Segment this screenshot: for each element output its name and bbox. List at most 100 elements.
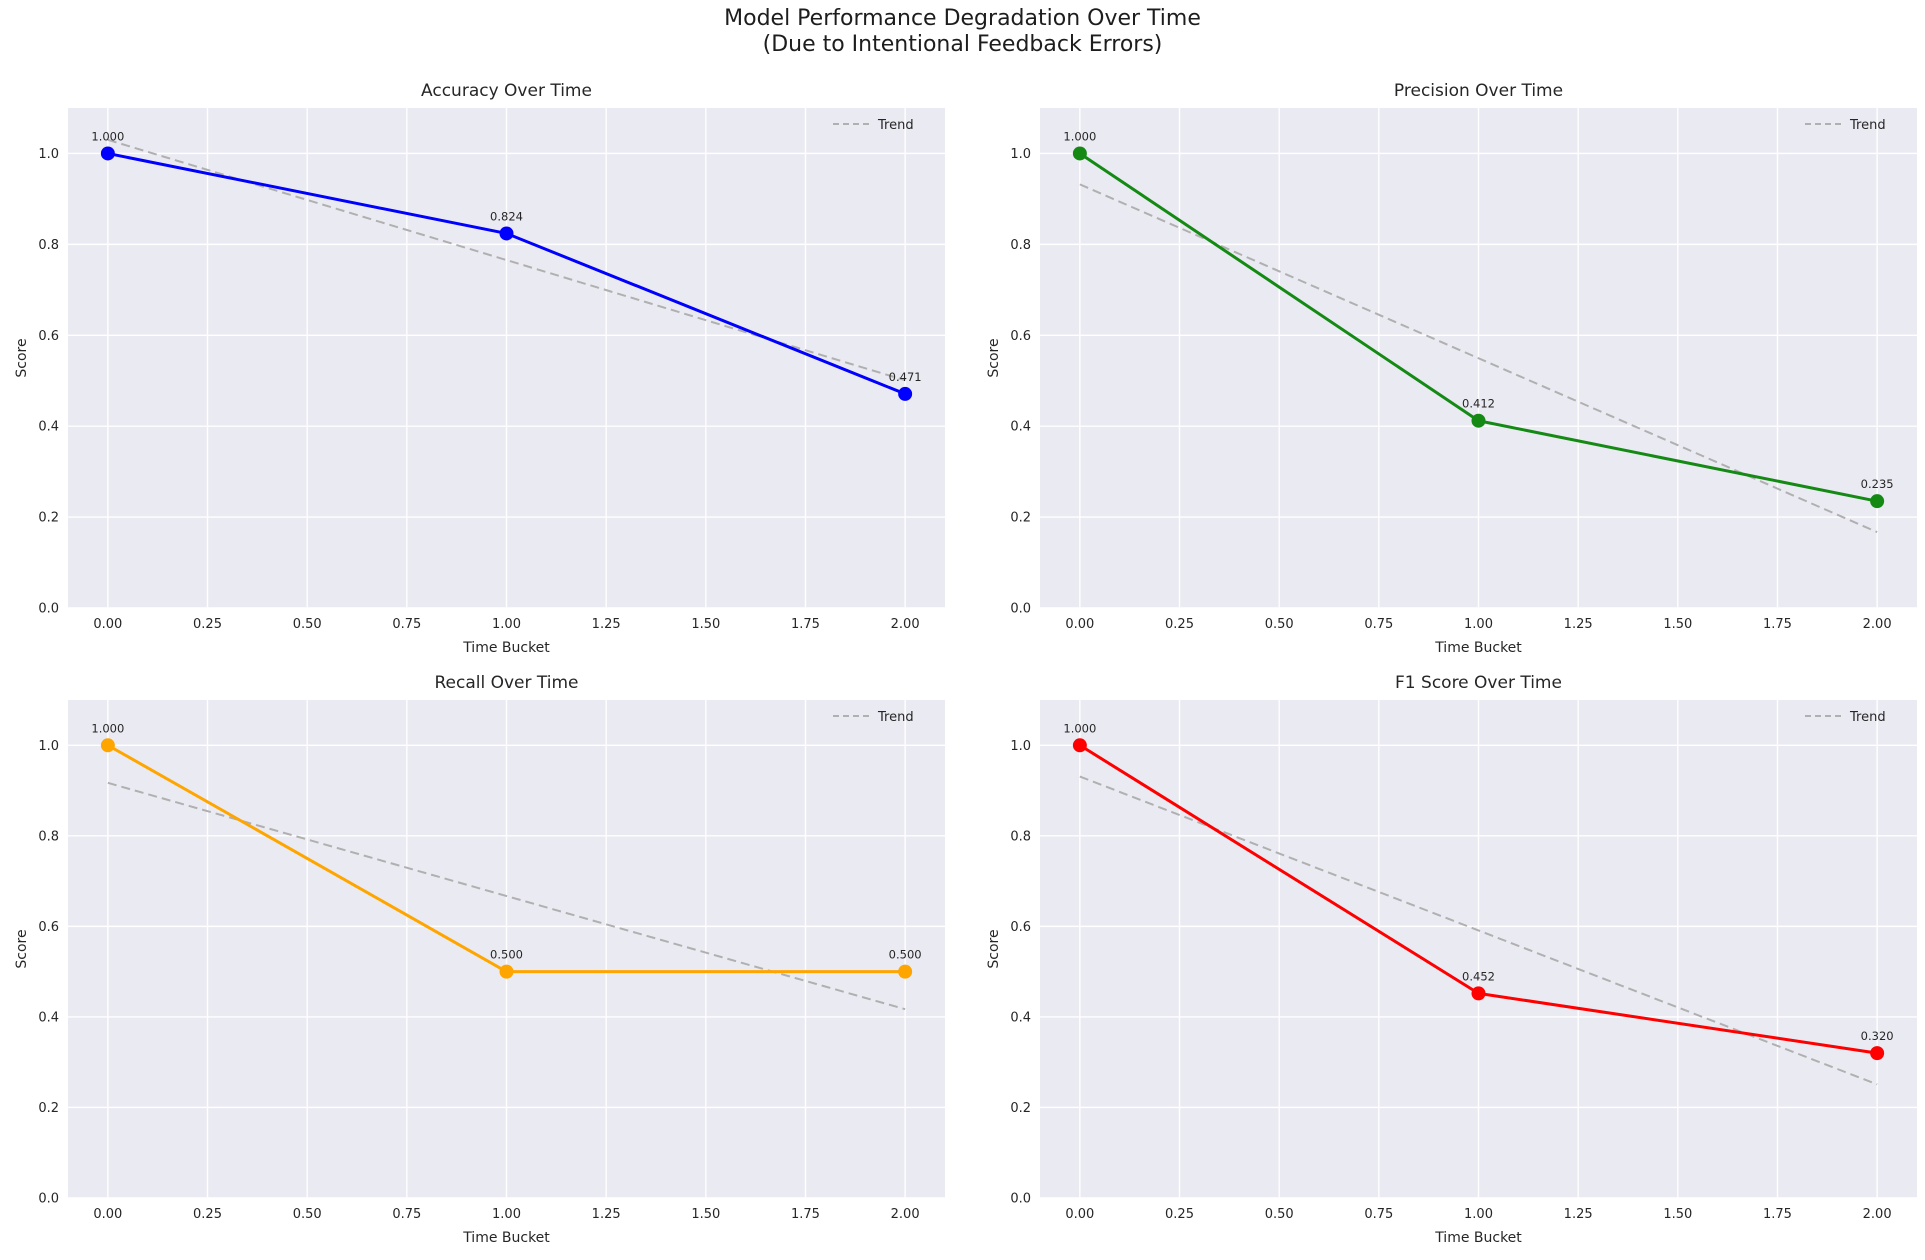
chart-title: F1 Score Over Time [1395, 673, 1562, 693]
x-tick-label: 0.50 [1265, 617, 1294, 632]
legend-label: Trend [877, 118, 914, 133]
y-axis-label: Score [986, 929, 1002, 968]
x-tick-label: 1.75 [791, 617, 820, 632]
x-tick-label: 0.75 [1364, 617, 1393, 632]
x-tick-label: 1.00 [492, 1207, 521, 1222]
chart-f1-score: 1.000 0.452 0.320 0.00 0.25 0.50 0.75 1.00 1.25 1… [986, 673, 1917, 1246]
y-axis-label: Score [14, 929, 30, 968]
y-tick-label: 0.6 [1010, 920, 1031, 935]
data-point [100, 146, 115, 161]
x-tick-label: 0.00 [93, 1207, 122, 1222]
x-tick-label: 0.00 [1065, 617, 1094, 632]
y-tick-label: 0.6 [1010, 329, 1031, 344]
y-axis-label: Score [14, 338, 30, 377]
x-tick-label: 1.50 [1663, 1207, 1692, 1222]
data-point-label: 1.000 [1063, 129, 1096, 143]
x-axis-label: Time Bucket [462, 640, 550, 656]
data-point [1072, 146, 1087, 161]
chart-title: Recall Over Time [434, 673, 578, 693]
x-tick-label: 1.75 [1763, 1207, 1792, 1222]
data-point-label: 0.500 [889, 948, 922, 962]
y-tick-label: 0.6 [38, 329, 59, 344]
x-tick-label: 1.00 [1464, 617, 1493, 632]
data-point [499, 964, 514, 979]
y-tick-label: 0.4 [38, 420, 59, 435]
chart-recall: 1.000 0.500 0.500 0.00 0.25 0.50 0.75 1.00 1.25 1… [14, 673, 945, 1246]
y-tick-label: 0.2 [1010, 511, 1031, 526]
x-tick-label: 1.75 [1763, 617, 1792, 632]
x-tick-label: 0.25 [1165, 617, 1194, 632]
figure-suptitle: Model Performance Degradation Over Time … [0, 6, 1925, 58]
data-point-label: 0.235 [1861, 477, 1894, 491]
data-point-label: 0.824 [490, 209, 523, 223]
x-tick-label: 0.25 [193, 1207, 222, 1222]
legend-label: Trend [877, 710, 914, 725]
x-tick-label: 1.50 [1663, 617, 1692, 632]
x-tick-label: 1.00 [1464, 1207, 1493, 1222]
data-point-label: 1.000 [91, 129, 124, 143]
y-tick-label: 1.0 [1010, 147, 1031, 162]
y-tick-label: 0.4 [1010, 420, 1031, 435]
x-axis-label: Time Bucket [1434, 1230, 1522, 1246]
y-tick-label: 0.2 [38, 1101, 59, 1116]
y-tick-label: 0.4 [38, 1010, 59, 1025]
x-tick-label: 0.75 [392, 617, 421, 632]
x-tick-label: 1.25 [592, 617, 621, 632]
x-tick-label: 1.25 [1564, 617, 1593, 632]
suptitle-line1: Model Performance Degradation Over Time [724, 6, 1201, 31]
x-tick-label: 0.00 [93, 617, 122, 632]
data-point-label: 0.471 [889, 370, 922, 384]
suptitle-line2: (Due to Intentional Feedback Errors) [762, 32, 1163, 57]
data-point-label: 1.000 [1063, 721, 1096, 735]
chart-title: Precision Over Time [1394, 81, 1563, 101]
y-tick-label: 1.0 [38, 739, 59, 754]
y-tick-label: 0.0 [38, 1192, 59, 1207]
data-point [1870, 1046, 1885, 1061]
data-point-label: 0.412 [1462, 397, 1495, 411]
data-point [1072, 738, 1087, 753]
y-tick-label: 1.0 [1010, 739, 1031, 754]
x-tick-label: 1.50 [691, 617, 720, 632]
legend-label: Trend [1849, 118, 1886, 133]
data-point [499, 226, 514, 241]
chart-accuracy: 1.000 0.824 0.471 0.00 0.25 0.50 0.75 1.00 1.25 1… [14, 81, 945, 656]
x-tick-label: 0.50 [293, 1207, 322, 1222]
x-tick-label: 0.75 [392, 1207, 421, 1222]
x-tick-label: 0.50 [293, 617, 322, 632]
x-tick-label: 1.00 [492, 617, 521, 632]
y-tick-label: 0.0 [1010, 602, 1031, 617]
y-tick-label: 0.2 [1010, 1101, 1031, 1116]
data-point [1471, 413, 1486, 428]
data-point [898, 386, 913, 401]
y-tick-label: 1.0 [38, 147, 59, 162]
x-tick-label: 1.25 [592, 1207, 621, 1222]
chart-title: Accuracy Over Time [421, 81, 592, 101]
y-tick-label: 0.8 [38, 829, 59, 844]
data-point-label: 0.320 [1861, 1029, 1894, 1043]
y-tick-label: 0.8 [38, 238, 59, 253]
y-tick-label: 0.8 [1010, 829, 1031, 844]
x-tick-label: 1.50 [691, 1207, 720, 1222]
y-tick-label: 0.0 [1010, 1192, 1031, 1207]
x-tick-label: 2.00 [891, 617, 920, 632]
x-axis-label: Time Bucket [462, 1230, 550, 1246]
x-tick-label: 0.50 [1265, 1207, 1294, 1222]
x-axis-label: Time Bucket [1434, 640, 1522, 656]
y-tick-label: 0.2 [38, 511, 59, 526]
x-tick-label: 0.25 [193, 617, 222, 632]
x-tick-label: 2.00 [1863, 1207, 1892, 1222]
x-tick-label: 0.00 [1065, 1207, 1094, 1222]
x-tick-label: 2.00 [891, 1207, 920, 1222]
x-tick-label: 1.25 [1564, 1207, 1593, 1222]
data-point [100, 738, 115, 753]
y-axis-label: Score [986, 338, 1002, 377]
x-tick-label: 0.25 [1165, 1207, 1194, 1222]
y-tick-label: 0.6 [38, 920, 59, 935]
data-point-label: 0.452 [1462, 969, 1495, 983]
y-tick-label: 0.8 [1010, 238, 1031, 253]
data-point-label: 0.500 [490, 948, 523, 962]
chart-precision: 1.000 0.412 0.235 0.00 0.25 0.50 0.75 1.00 1.25 1… [986, 81, 1917, 656]
legend-label: Trend [1849, 710, 1886, 725]
data-point [898, 964, 913, 979]
data-point-label: 1.000 [91, 721, 124, 735]
